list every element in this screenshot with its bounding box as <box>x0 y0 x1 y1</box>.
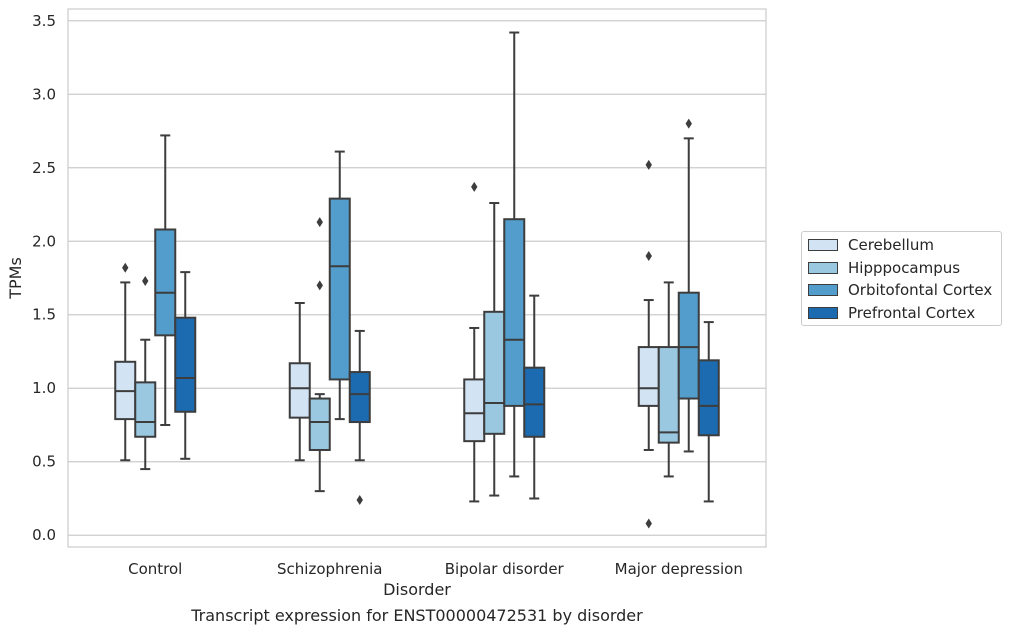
y-axis-title: TPMs <box>6 257 25 300</box>
legend-item: Hipppocampus <box>808 258 960 278</box>
legend-swatch <box>808 261 838 274</box>
box-cerebellum <box>637 159 660 529</box>
box-iqr <box>463 378 486 443</box>
y-tick-label: 2.0 <box>32 232 56 250</box>
box-iqr <box>134 381 157 438</box>
x-tick-label: Schizophrenia <box>277 560 382 578</box>
legend-swatch <box>808 306 838 319</box>
outlier-marker <box>122 262 129 273</box>
box-cerebellum <box>463 181 486 503</box>
outlier-marker <box>356 494 363 505</box>
box-iqr <box>697 359 720 437</box>
x-tick-labels: Control Schizophrenia Bipolar disorder Majo… <box>128 560 743 578</box>
legend-label: Orbitofontal Cortex <box>848 281 993 299</box>
box-hipppocampus <box>134 275 157 471</box>
y-tick-labels: 0.0 0.5 1.0 1.5 2.0 2.5 3.0 3.5 <box>32 12 56 544</box>
outlier-marker <box>645 518 652 529</box>
outlier-marker <box>316 217 323 228</box>
box-iqr <box>348 371 371 424</box>
box-iqr <box>657 346 680 444</box>
y-tick-label: 0.5 <box>32 453 56 471</box>
x-tick-label: Major depression <box>615 560 743 578</box>
box-cerebellum <box>114 262 137 462</box>
y-tick-label: 2.5 <box>32 159 56 177</box>
x-tick-label: Bipolar disorder <box>445 560 565 578</box>
outlier-marker <box>142 275 149 286</box>
box-iqr <box>523 366 546 438</box>
box-prefrontal-cortex <box>697 321 720 503</box>
box-hipppocampus <box>657 281 680 478</box>
legend-item: Orbitofontal Cortex <box>808 280 992 300</box>
box-hipppocampus <box>483 202 506 497</box>
figure-caption: Transcript expression for ENST0000047253… <box>191 606 643 625</box>
boxes <box>114 31 720 529</box>
box-iqr <box>483 310 506 435</box>
outlier-marker <box>316 280 323 291</box>
box-prefrontal-cortex <box>348 329 371 505</box>
y-tick-label: 1.0 <box>32 379 56 397</box>
box-iqr <box>637 346 660 407</box>
legend-label: Cerebellum <box>848 236 934 254</box>
box-iqr <box>154 228 177 337</box>
outlier-marker <box>645 250 652 261</box>
box-prefrontal-cortex <box>174 271 197 460</box>
box-orbitofontal-cortex <box>503 31 526 478</box>
box-hipppocampus <box>308 217 331 493</box>
box-orbitofontal-cortex <box>154 134 177 426</box>
outlier-marker <box>645 159 652 170</box>
y-tick-label: 3.5 <box>32 12 56 30</box>
box-orbitofontal-cortex <box>677 118 700 453</box>
y-tick-label: 0.0 <box>32 526 56 544</box>
box-iqr <box>677 291 700 400</box>
y-tick-label: 3.0 <box>32 85 56 103</box>
box-prefrontal-cortex <box>523 294 546 500</box>
y-tick-label: 1.5 <box>32 306 56 324</box>
legend-item: Cerebellum <box>808 235 934 255</box>
legend-label: Prefrontal Cortex <box>848 303 976 322</box>
box-cerebellum <box>288 301 311 462</box>
box-iqr <box>288 362 311 419</box>
outlier-marker <box>471 181 478 192</box>
box-orbitofontal-cortex <box>328 150 351 421</box>
box-iqr <box>174 316 197 413</box>
box-iqr <box>328 197 351 381</box>
box-iqr <box>503 218 526 407</box>
legend-item: Prefrontal Cortex <box>808 303 975 323</box>
outlier-marker <box>685 118 692 129</box>
x-axis-title: Disorder <box>383 580 451 599</box>
x-tick-label: Control <box>128 560 182 578</box>
plot-frame <box>67 8 767 548</box>
legend: Cerebellum Hipppocampus Orbitofontal Corte… <box>801 231 1002 326</box>
legend-label: Hipppocampus <box>848 258 961 277</box>
box-iqr <box>308 397 331 451</box>
legend-swatch <box>808 239 838 251</box>
legend-swatch <box>808 284 838 296</box>
